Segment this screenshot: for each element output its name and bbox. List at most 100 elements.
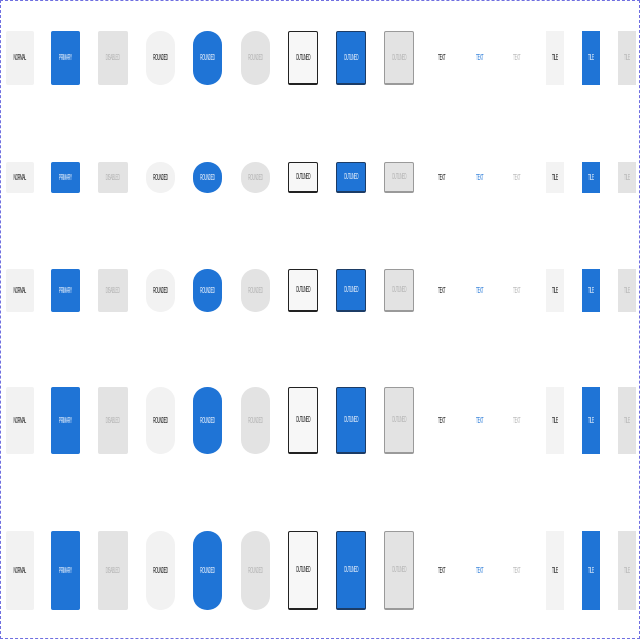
outlined-primary-button[interactable]: Outlined	[336, 162, 366, 193]
disabled-button: Disabled	[98, 31, 128, 85]
tile-primary-button-label: Tile	[588, 565, 594, 575]
tile-disabled-button: Tile	[618, 162, 636, 193]
normal-button[interactable]: Normal	[6, 162, 34, 193]
rounded-primary-button-label: Rounded	[200, 285, 215, 295]
text-primary-button[interactable]: Text	[469, 31, 491, 85]
text-button[interactable]: Text	[431, 387, 453, 454]
disabled-button: Disabled	[98, 387, 128, 454]
primary-button-label: Primary	[59, 172, 72, 182]
text-primary-button-label: Text	[476, 415, 484, 425]
tile-button[interactable]: Tile	[546, 531, 564, 610]
text-button[interactable]: Text	[431, 162, 453, 193]
normal-button[interactable]: Normal	[6, 531, 34, 610]
tile-disabled-button: Tile	[618, 531, 636, 610]
rounded-button-label: Rounded	[153, 172, 168, 182]
tile-primary-button[interactable]: Tile	[582, 531, 600, 610]
text-button-label: Text	[438, 415, 446, 425]
tile-button[interactable]: Tile	[546, 162, 564, 193]
outlined-primary-button[interactable]: Outlined	[336, 531, 366, 610]
disabled-button: Disabled	[98, 162, 128, 193]
tile-disabled-button-label: Tile	[624, 53, 630, 62]
outlined-button[interactable]: Outlined	[288, 162, 318, 193]
tile-button-label: Tile	[552, 285, 558, 295]
outlined-primary-button-label: Outlined	[343, 285, 359, 294]
tile-primary-button[interactable]: Tile	[582, 269, 600, 312]
rounded-button[interactable]: Rounded	[146, 269, 175, 312]
tile-primary-button-label: Tile	[588, 285, 594, 295]
text-primary-button[interactable]: Text	[469, 387, 491, 454]
outlined-button[interactable]: Outlined	[288, 31, 318, 85]
disabled-button-label: Disabled	[106, 285, 120, 295]
primary-button[interactable]: Primary	[51, 31, 80, 85]
outlined-button[interactable]: Outlined	[288, 269, 318, 312]
text-primary-button-label: Text	[476, 53, 484, 62]
normal-button[interactable]: Normal	[6, 31, 34, 85]
normal-button-label: Normal	[13, 415, 27, 425]
outlined-button-label: Outlined	[295, 415, 311, 424]
rounded-disabled-button: Rounded	[241, 387, 270, 454]
rounded-disabled-button: Rounded	[241, 162, 270, 193]
rounded-button[interactable]: Rounded	[146, 31, 175, 85]
text-button[interactable]: Text	[431, 269, 453, 312]
outlined-button[interactable]: Outlined	[288, 531, 318, 610]
rounded-button[interactable]: Rounded	[146, 162, 175, 193]
primary-button-label: Primary	[59, 53, 72, 62]
rounded-primary-button[interactable]: Rounded	[193, 162, 222, 193]
tile-primary-button[interactable]: Tile	[582, 387, 600, 454]
primary-button-label: Primary	[59, 285, 72, 295]
tile-button[interactable]: Tile	[546, 31, 564, 85]
rounded-primary-button-label: Rounded	[200, 172, 215, 182]
tile-button[interactable]: Tile	[546, 387, 564, 454]
text-primary-button-label: Text	[476, 565, 484, 575]
text-primary-button[interactable]: Text	[469, 531, 491, 610]
rounded-button[interactable]: Rounded	[146, 531, 175, 610]
outlined-primary-button[interactable]: Outlined	[336, 387, 366, 454]
tile-primary-button[interactable]: Tile	[582, 162, 600, 193]
tile-disabled-button: Tile	[618, 387, 636, 454]
primary-button[interactable]: Primary	[51, 162, 80, 193]
primary-button[interactable]: Primary	[51, 531, 80, 610]
tile-primary-button-label: Tile	[588, 53, 594, 62]
text-primary-button-label: Text	[476, 172, 484, 182]
primary-button-label: Primary	[59, 415, 72, 425]
outlined-button[interactable]: Outlined	[288, 387, 318, 454]
outlined-primary-button[interactable]: Outlined	[336, 31, 366, 85]
outlined-disabled-button: Outlined	[384, 162, 414, 193]
disabled-button-label: Disabled	[106, 415, 120, 425]
text-button[interactable]: Text	[431, 531, 453, 610]
rounded-disabled-button: Rounded	[241, 269, 270, 312]
text-primary-button[interactable]: Text	[469, 269, 491, 312]
normal-button-label: Normal	[13, 53, 27, 62]
tile-button[interactable]: Tile	[546, 269, 564, 312]
outlined-primary-button-label: Outlined	[343, 172, 359, 181]
text-button[interactable]: Text	[431, 31, 453, 85]
outlined-disabled-button: Outlined	[384, 269, 414, 312]
normal-button[interactable]: Normal	[6, 387, 34, 454]
primary-button[interactable]: Primary	[51, 269, 80, 312]
primary-button[interactable]: Primary	[51, 387, 80, 454]
outlined-primary-button-label: Outlined	[343, 415, 359, 424]
text-disabled-button-label: Text	[513, 415, 521, 425]
normal-button-label: Normal	[13, 172, 27, 182]
tile-primary-button[interactable]: Tile	[582, 31, 600, 85]
outlined-primary-button[interactable]: Outlined	[336, 269, 366, 312]
rounded-primary-button[interactable]: Rounded	[193, 387, 222, 454]
text-primary-button[interactable]: Text	[469, 162, 491, 193]
normal-button[interactable]: Normal	[6, 269, 34, 312]
rounded-disabled-button-label: Rounded	[248, 172, 263, 182]
rounded-primary-button[interactable]: Rounded	[193, 31, 222, 85]
text-disabled-button: Text	[506, 531, 528, 610]
outlined-disabled-button-label: Outlined	[391, 285, 407, 294]
rounded-primary-button[interactable]: Rounded	[193, 269, 222, 312]
rounded-button[interactable]: Rounded	[146, 387, 175, 454]
outlined-disabled-button-label: Outlined	[391, 52, 407, 62]
text-disabled-button: Text	[506, 387, 528, 454]
tile-button-label: Tile	[552, 53, 558, 62]
rounded-primary-button-label: Rounded	[200, 53, 215, 62]
rounded-button-label: Rounded	[153, 565, 168, 575]
outlined-disabled-button-label: Outlined	[391, 415, 407, 424]
rounded-primary-button[interactable]: Rounded	[193, 531, 222, 610]
text-disabled-button-label: Text	[513, 172, 521, 182]
rounded-primary-button-label: Rounded	[200, 565, 215, 575]
